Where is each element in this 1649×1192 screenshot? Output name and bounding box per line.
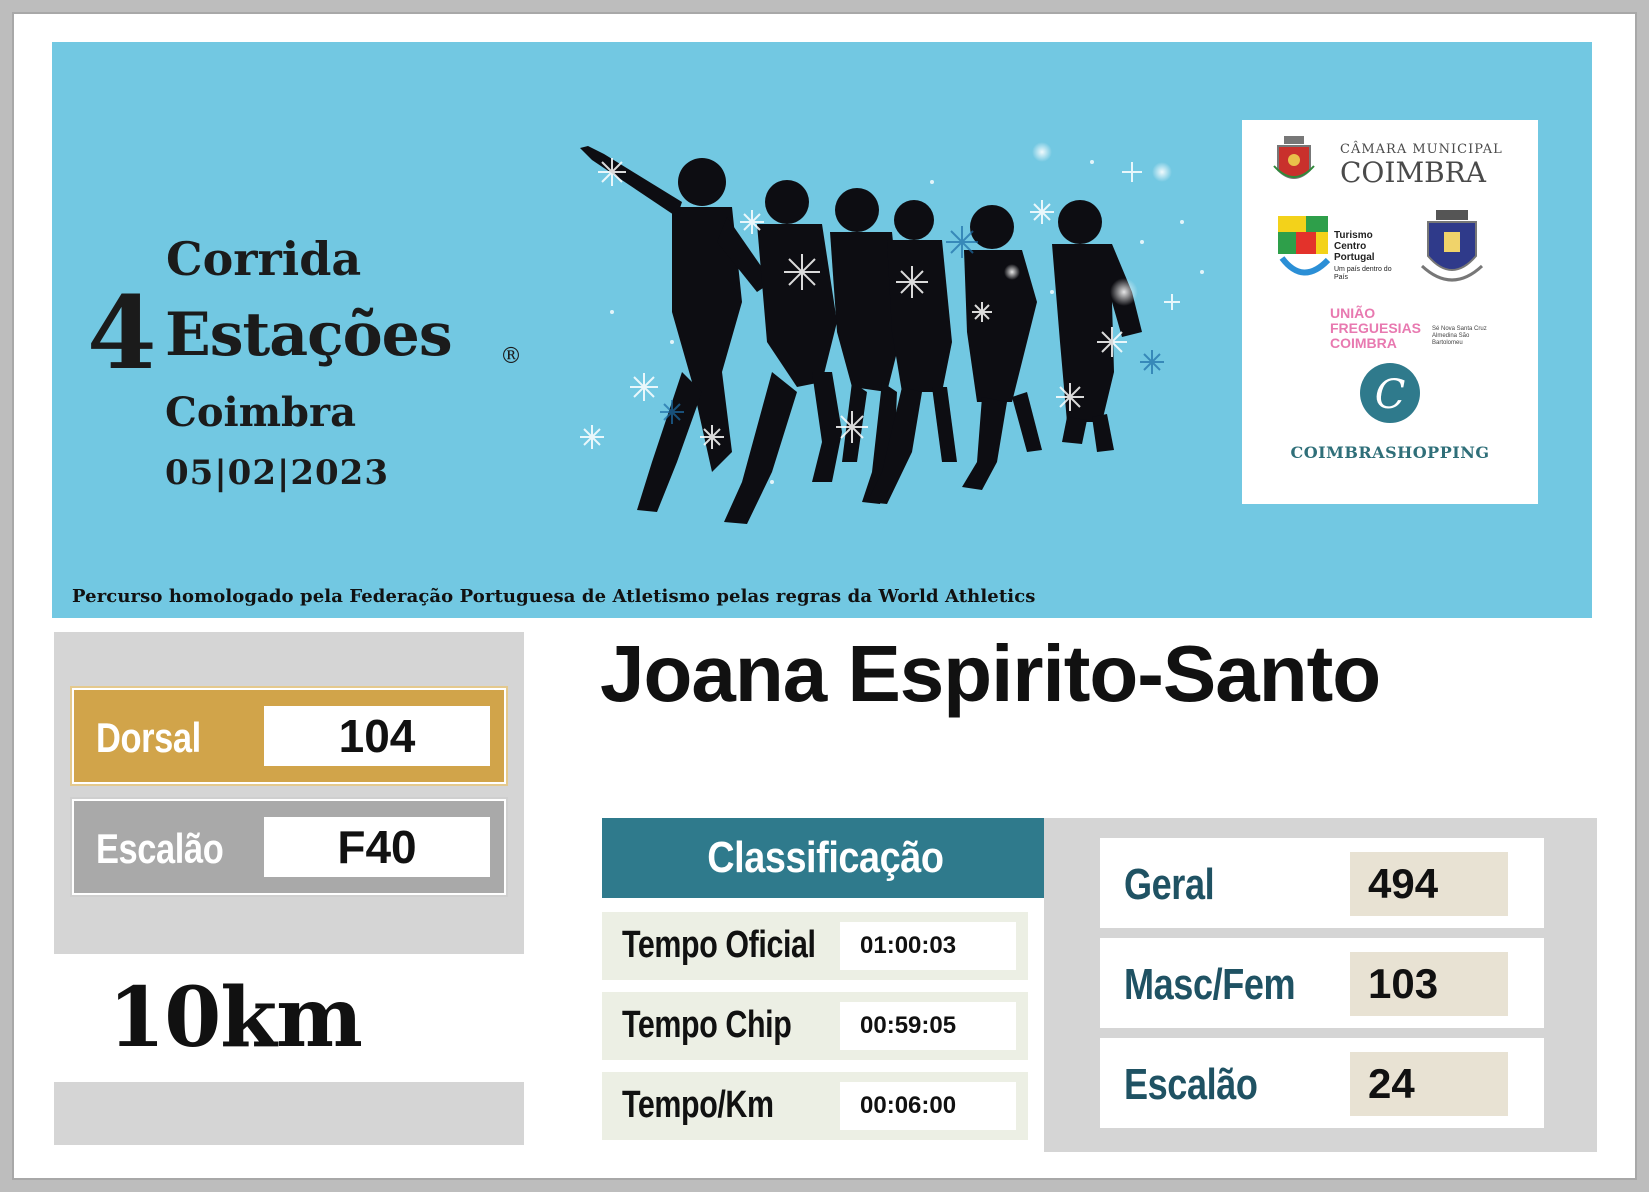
uniao-parishes-label: Sé Nova Santa Cruz Almedina São Bartolom…: [1432, 326, 1487, 346]
sponsor-logos: C: [1273, 136, 1484, 423]
turismo-centro-logo: [1278, 216, 1331, 276]
classification-header: Classificação: [602, 818, 1048, 898]
event-city: Coimbra: [165, 389, 356, 436]
uniao-freguesias-label: UNIÃO FREGUESIAS COIMBRA: [1330, 305, 1422, 351]
camara-municipal-label: CÂMARA MUNICIPAL: [1340, 142, 1503, 157]
classification-header-label: Classificação: [706, 833, 944, 882]
camara-coimbra-label: COIMBRA: [1340, 156, 1486, 189]
turismo-label: Turismo Centro Portugal: [1334, 230, 1375, 263]
runners-illustration: [580, 142, 1204, 524]
athlete-name: Joana Espirito-Santo: [600, 629, 1381, 718]
rank-value: 24: [1350, 1052, 1508, 1116]
dorsal-label: Dorsal: [96, 714, 201, 761]
rank-row-masc-fem: Masc/Fem 103: [1100, 938, 1544, 1028]
escalao-value: F40: [264, 817, 490, 877]
time-value: 00:06:00: [840, 1082, 1016, 1130]
event-title-corrida: Corrida: [166, 232, 362, 286]
escalao-field: Escalão F40: [70, 797, 508, 897]
coimbrashopping-logo: C: [1360, 363, 1420, 423]
left-bottom-panel: [54, 1082, 524, 1145]
rank-value: 494: [1350, 852, 1508, 916]
snowflake-decorations: [580, 158, 1180, 449]
turismo-tagline: Um país dentro do País: [1334, 266, 1392, 281]
rank-label: Escalão: [1124, 1060, 1258, 1109]
distance-panel: [54, 958, 524, 1078]
time-label: Tempo Chip: [622, 1004, 792, 1046]
coimbrashopping-label: COIMBRASHOPPING: [1290, 443, 1490, 462]
rank-row-geral: Geral 494: [1100, 838, 1544, 928]
race-distance: 10km: [108, 970, 363, 1066]
time-label: Tempo/Km: [622, 1084, 774, 1126]
rank-label: Masc/Fem: [1124, 960, 1296, 1009]
time-row-chip: Tempo Chip 00:59:05: [602, 992, 1028, 1060]
dorsal-value: 104: [264, 706, 490, 766]
event-banner: Corrida 4 Estações ® Coimbra 05|02|2023: [52, 42, 1592, 618]
rank-label: Geral: [1124, 860, 1215, 909]
rank-row-escalao: Escalão 24: [1100, 1038, 1544, 1128]
time-label: Tempo Oficial: [622, 924, 816, 966]
time-row-per-km: Tempo/Km 00:06:00: [602, 1072, 1028, 1140]
parish-crest-logo: [1420, 210, 1484, 282]
event-title-number: 4: [87, 274, 157, 392]
runner-silhouettes: [580, 146, 1142, 524]
coimbrashopping-initial: C: [1375, 372, 1406, 418]
coimbra-crest-logo: [1273, 136, 1315, 179]
time-value: 00:59:05: [840, 1002, 1016, 1050]
time-value: 01:00:03: [840, 922, 1016, 970]
sponsors-panel: C CÂMARA MUNICIPAL COIMBRA Turismo Centr…: [1242, 120, 1538, 504]
dorsal-field: Dorsal 104: [70, 686, 508, 786]
registered-mark: ®: [500, 344, 522, 369]
escalao-label: Escalão: [96, 825, 224, 872]
homologation-note: Percurso homologado pela Federação Portu…: [72, 586, 1036, 607]
time-row-oficial: Tempo Oficial 01:00:03: [602, 912, 1028, 980]
rank-value: 103: [1350, 952, 1508, 1016]
event-date: 05|02|2023: [165, 453, 389, 493]
event-title-estacoes: Estações: [165, 300, 453, 370]
bib-panel: [54, 632, 524, 954]
